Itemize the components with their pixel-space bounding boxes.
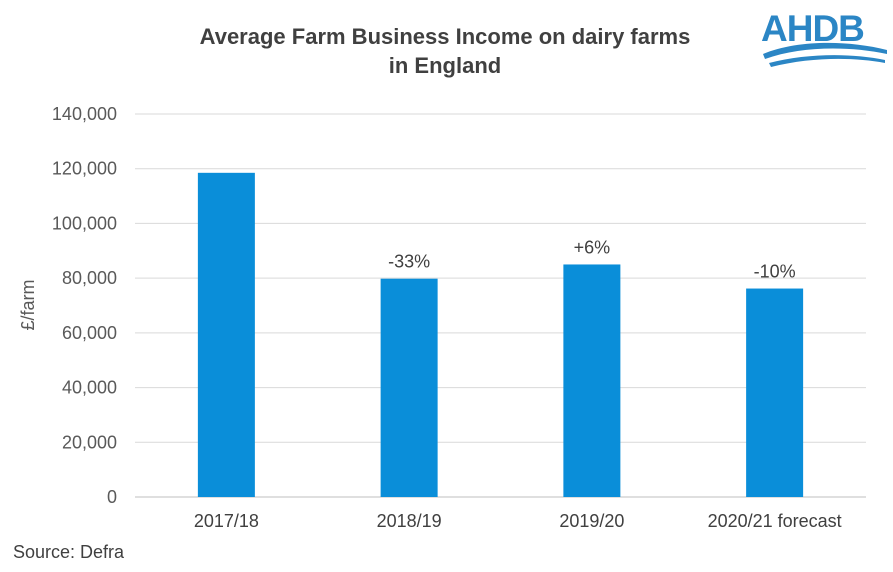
chart-title: Average Farm Business Income on dairy fa… [130, 22, 760, 80]
y-tick-label: 40,000 [62, 378, 117, 398]
bar [746, 288, 804, 497]
logo-text: AHDB [761, 8, 865, 49]
x-tick-label: 2018/19 [377, 511, 442, 531]
y-tick-label: 60,000 [62, 323, 117, 343]
y-tick-label: 140,000 [52, 104, 117, 124]
bar [563, 264, 621, 497]
source-note: Source: Defra [13, 542, 125, 562]
x-tick-label: 2017/18 [194, 511, 259, 531]
data-label: +6% [574, 237, 611, 257]
y-tick-label: 20,000 [62, 432, 117, 452]
bar [380, 278, 438, 497]
x-tick-label: 2020/21 forecast [708, 511, 842, 531]
y-tick-label: 80,000 [62, 268, 117, 288]
chart-title-line-1: Average Farm Business Income on dairy fa… [199, 24, 691, 49]
data-label: -10% [754, 262, 796, 282]
y-axis-label: £/farm [18, 279, 38, 330]
data-label: -33% [388, 252, 430, 272]
x-tick-label: 2019/20 [559, 511, 624, 531]
logo-swoosh-icon [763, 42, 887, 67]
chart-title-line-2: in England [388, 53, 502, 78]
y-tick-label: 0 [107, 487, 117, 507]
bar [197, 172, 255, 497]
ahdb-logo: AHDB [757, 6, 893, 70]
y-tick-label: 100,000 [52, 213, 117, 233]
y-tick-label: 120,000 [52, 159, 117, 179]
